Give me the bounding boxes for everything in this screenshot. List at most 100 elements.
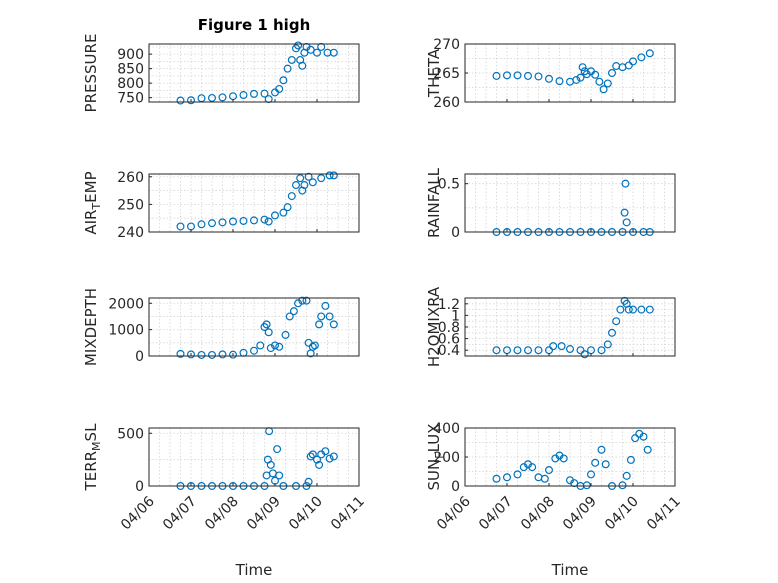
y-axis-label: MIXDEPTH — [82, 288, 100, 366]
data-point — [304, 172, 313, 181]
data-point — [317, 312, 326, 321]
data-point — [317, 174, 326, 183]
data-point — [591, 458, 600, 467]
data-point — [250, 346, 259, 355]
data-point — [612, 62, 621, 71]
data-point — [622, 471, 631, 480]
data-point — [176, 349, 185, 358]
data-point — [534, 346, 543, 355]
data-point — [308, 178, 317, 187]
data-point — [294, 299, 303, 308]
data-point — [294, 41, 303, 50]
y-axis-label: PRESSURE — [82, 34, 100, 113]
data-point — [492, 71, 501, 80]
y-tick-label: 0 — [135, 349, 144, 365]
data-point — [289, 307, 298, 316]
data-point — [325, 171, 334, 180]
data-point — [315, 320, 324, 329]
axes-box — [148, 173, 360, 233]
data-point — [565, 345, 574, 354]
figure-title: Figure 1 high — [198, 16, 311, 34]
data-point — [621, 179, 630, 188]
data-point — [626, 455, 635, 464]
data-point — [544, 466, 553, 475]
data-point — [197, 350, 206, 359]
y-tick-label: 1.2 — [438, 297, 460, 313]
data-point — [315, 460, 324, 469]
data-point — [544, 74, 553, 83]
y-tick-label: 0.5 — [438, 177, 460, 193]
data-point — [586, 470, 595, 479]
data-point — [260, 89, 269, 98]
y-tick-label: 0 — [135, 479, 144, 495]
data-point — [208, 219, 217, 228]
x-tick-label: 04/06 — [434, 493, 474, 533]
data-point — [250, 216, 259, 225]
y-tick-label: 265 — [433, 66, 460, 82]
data-point — [229, 217, 238, 226]
data-point — [620, 208, 629, 217]
data-point — [313, 455, 322, 464]
data-point — [580, 350, 589, 359]
data-point — [555, 77, 564, 86]
subplot-terr_msl: 0 500 TERRMSL 04/06 04/07 04/08 04/09 04/10 04/1… — [82, 423, 368, 579]
data-point — [292, 181, 301, 190]
data-point — [218, 93, 227, 102]
data-point — [264, 95, 273, 104]
data-point — [300, 181, 309, 190]
data-point — [279, 208, 288, 217]
data-point — [262, 320, 271, 329]
data-point — [578, 63, 587, 72]
data-point — [549, 342, 558, 351]
y-axis-label: SUNFLUX — [425, 424, 446, 491]
data-point — [513, 71, 522, 80]
data-point — [275, 342, 284, 351]
data-point — [313, 48, 322, 57]
y-tick-label: 0.8 — [438, 320, 460, 336]
data-point — [637, 53, 646, 62]
y-axis-label: H2OMIXRA — [425, 286, 443, 367]
data-point — [601, 460, 610, 469]
data-point — [492, 474, 501, 483]
y-tick-label: 400 — [433, 421, 460, 437]
data-point — [618, 481, 627, 490]
data-point — [250, 89, 259, 98]
y-axis-label: AIRTEMP — [82, 171, 103, 234]
data-point — [528, 463, 537, 472]
axes-box — [464, 173, 676, 233]
data-point — [266, 344, 275, 353]
data-point — [296, 174, 305, 183]
axes-box — [148, 43, 360, 103]
data-point — [534, 72, 543, 81]
data-point — [283, 64, 292, 73]
data-point — [645, 305, 654, 314]
y-tick-label: 1 — [451, 308, 460, 324]
data-point — [306, 45, 315, 54]
data-point — [329, 171, 338, 180]
x-tick-label: 04/08 — [518, 494, 558, 534]
data-point — [308, 342, 317, 351]
data-point — [557, 342, 566, 351]
x-tick-label: 04/06 — [118, 493, 158, 533]
x-tick-label: 04/11 — [328, 494, 368, 534]
x-tick-label: 04/10 — [286, 494, 326, 534]
y-tick-label: 900 — [117, 47, 144, 63]
data-point — [329, 48, 338, 57]
subplot-air_temp: 240 250 260 AIRTEMP — [82, 170, 360, 241]
data-point — [624, 61, 633, 70]
data-point — [628, 305, 637, 314]
data-point — [503, 71, 512, 80]
data-point — [329, 320, 338, 329]
y-tick-label: 260 — [117, 170, 144, 186]
y-tick-label: 800 — [117, 76, 144, 92]
data-point — [239, 91, 248, 100]
data-point — [287, 192, 296, 201]
data-point — [187, 350, 196, 359]
data-point — [287, 55, 296, 64]
y-tick-label: 240 — [117, 225, 144, 241]
data-point — [597, 445, 606, 454]
